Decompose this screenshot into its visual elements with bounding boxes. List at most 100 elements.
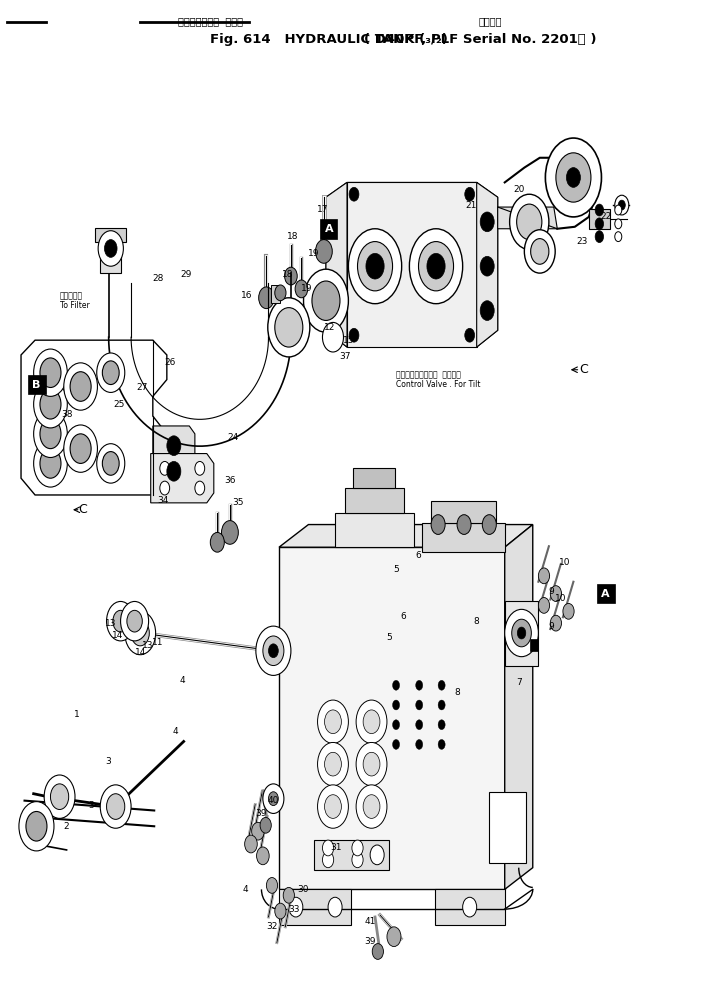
Text: 13: 13 (105, 618, 116, 628)
Text: B: B (32, 380, 41, 389)
Circle shape (131, 620, 149, 646)
Text: 12: 12 (324, 322, 335, 332)
Circle shape (457, 515, 471, 534)
Circle shape (312, 281, 340, 320)
Circle shape (393, 700, 400, 710)
Text: 19: 19 (301, 284, 313, 294)
Circle shape (167, 436, 181, 456)
Circle shape (325, 795, 341, 818)
Circle shape (563, 603, 574, 619)
Circle shape (259, 287, 274, 309)
Circle shape (256, 626, 291, 675)
Text: 6: 6 (400, 611, 406, 621)
Circle shape (195, 461, 205, 475)
Circle shape (349, 328, 359, 342)
Bar (345, 488, 404, 513)
Circle shape (295, 280, 308, 298)
Circle shape (26, 811, 47, 841)
Circle shape (416, 680, 423, 690)
Text: 15: 15 (343, 335, 354, 345)
Circle shape (393, 720, 400, 730)
Circle shape (315, 240, 332, 263)
Circle shape (416, 700, 423, 710)
Bar (597, 584, 615, 603)
Polygon shape (279, 525, 533, 547)
Circle shape (349, 187, 359, 201)
Polygon shape (151, 454, 214, 503)
Text: C: C (579, 363, 587, 377)
Circle shape (370, 845, 384, 865)
Text: ハイドロリック  タンク: ハイドロリック タンク (178, 17, 243, 27)
Text: 18: 18 (282, 269, 293, 279)
Bar (100, 236, 121, 273)
Circle shape (34, 349, 67, 396)
Circle shape (252, 822, 264, 840)
Polygon shape (314, 840, 389, 870)
Circle shape (328, 897, 342, 917)
Circle shape (538, 568, 550, 584)
Text: 9: 9 (548, 621, 554, 631)
Text: 28: 28 (152, 273, 163, 283)
Text: 17: 17 (317, 204, 328, 214)
Polygon shape (153, 426, 195, 488)
Circle shape (318, 742, 348, 786)
Circle shape (416, 720, 423, 730)
Bar (505, 601, 538, 666)
Text: 32: 32 (266, 922, 278, 932)
Text: 16: 16 (241, 291, 252, 301)
Circle shape (104, 240, 117, 257)
Text: 21: 21 (465, 200, 477, 210)
Circle shape (40, 389, 61, 419)
Text: 25: 25 (114, 399, 125, 409)
Circle shape (512, 619, 531, 647)
Text: 38: 38 (61, 409, 72, 419)
Circle shape (98, 231, 123, 266)
Circle shape (465, 328, 475, 342)
Circle shape (348, 229, 402, 304)
Text: 8: 8 (454, 687, 460, 697)
Text: 10: 10 (559, 557, 571, 567)
Circle shape (356, 700, 387, 743)
Circle shape (356, 742, 387, 786)
Circle shape (257, 847, 269, 865)
Polygon shape (279, 547, 505, 889)
Circle shape (550, 615, 562, 631)
Bar (422, 523, 505, 552)
Bar (489, 792, 526, 863)
Circle shape (263, 784, 284, 813)
Circle shape (34, 410, 67, 458)
Circle shape (70, 434, 91, 463)
Text: フィルタヘ
To Filter: フィルタヘ To Filter (60, 291, 89, 311)
Circle shape (615, 195, 629, 215)
Polygon shape (279, 889, 350, 925)
Text: 4: 4 (243, 884, 248, 894)
Circle shape (64, 363, 97, 410)
Circle shape (40, 449, 61, 478)
Circle shape (427, 253, 445, 279)
Circle shape (545, 138, 601, 217)
Circle shape (160, 461, 170, 475)
Circle shape (322, 840, 334, 856)
Circle shape (127, 610, 142, 632)
Bar (271, 285, 280, 303)
Text: 41: 41 (365, 917, 376, 927)
Polygon shape (498, 207, 557, 229)
Circle shape (480, 256, 494, 276)
Text: 20: 20 (513, 184, 524, 194)
Circle shape (480, 301, 494, 320)
Polygon shape (347, 182, 477, 347)
Circle shape (358, 242, 393, 291)
Circle shape (70, 372, 91, 401)
Circle shape (517, 204, 542, 240)
Circle shape (615, 205, 622, 215)
Circle shape (510, 194, 549, 249)
Circle shape (125, 611, 156, 655)
Text: 23: 23 (576, 237, 587, 246)
Circle shape (121, 601, 149, 641)
Circle shape (482, 515, 496, 534)
Circle shape (418, 242, 454, 291)
Circle shape (113, 610, 128, 632)
Circle shape (325, 710, 341, 734)
Circle shape (325, 752, 341, 776)
Circle shape (245, 835, 257, 853)
